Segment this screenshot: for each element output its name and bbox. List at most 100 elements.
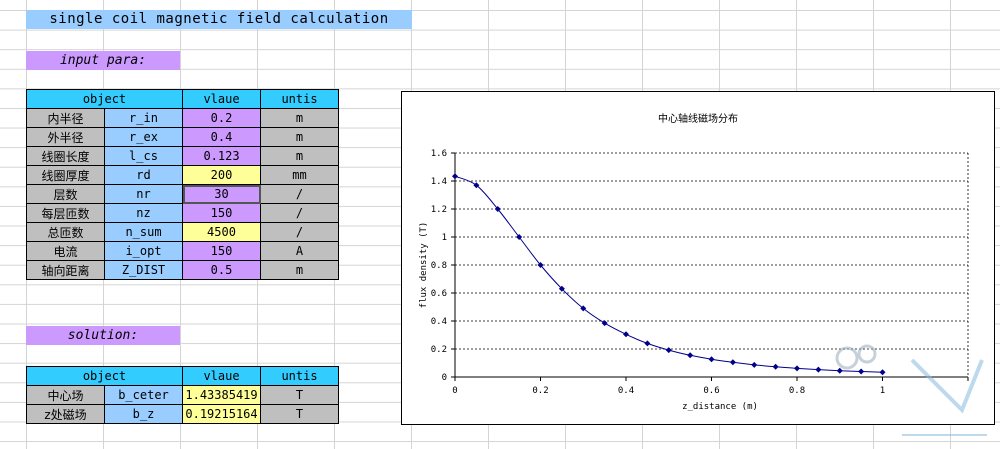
param-symbol-cell[interactable]: nz bbox=[104, 203, 183, 223]
series-points bbox=[452, 173, 886, 376]
input-row: 电流 i_opt 150 A bbox=[26, 241, 339, 261]
param-name-cell[interactable]: 电流 bbox=[26, 241, 105, 261]
data-point bbox=[729, 359, 736, 366]
solution-section-label[interactable]: solution: bbox=[26, 326, 180, 345]
input-row: 层数 nr 30/ bbox=[26, 184, 339, 204]
x-axis-label: z_distance (m) bbox=[682, 402, 758, 412]
param-value-cell[interactable]: 150 bbox=[182, 241, 261, 261]
chart-title: 中心轴线磁场分布 bbox=[658, 112, 738, 125]
data-point bbox=[494, 206, 501, 212]
param-unit-cell[interactable]: m bbox=[260, 108, 339, 128]
data-point bbox=[751, 361, 758, 368]
param-symbol-cell[interactable]: nr bbox=[104, 184, 183, 204]
param-unit-cell[interactable]: mm bbox=[260, 165, 339, 185]
x-tick-label: 0 bbox=[452, 386, 457, 396]
chart-gridlines bbox=[455, 152, 969, 377]
result-symbol-cell[interactable]: b_z bbox=[104, 404, 183, 424]
param-symbol-cell[interactable]: Z_DIST bbox=[104, 260, 183, 280]
result-name-cell[interactable]: 中心场 bbox=[26, 385, 105, 405]
data-point bbox=[708, 356, 715, 363]
param-name-cell[interactable]: 线圈长度 bbox=[26, 146, 105, 166]
header-units[interactable]: untis bbox=[260, 366, 339, 386]
sheet-title[interactable]: single coil magnetic field calculation bbox=[26, 10, 412, 29]
param-unit-cell[interactable]: m bbox=[260, 127, 339, 147]
param-name-cell[interactable]: 每层匝数 bbox=[26, 203, 105, 223]
x-tick-labels: 0 0.2 0.4 0.6 0.8 1 bbox=[452, 386, 885, 396]
data-point bbox=[836, 367, 843, 374]
param-name-cell[interactable]: 外半径 bbox=[26, 127, 105, 147]
param-unit-cell[interactable]: m bbox=[260, 146, 339, 166]
header-value[interactable]: vlaue bbox=[182, 366, 261, 386]
output-row: 中心场 b_ceter 1.43385419 T bbox=[26, 385, 339, 405]
series-line bbox=[454, 175, 883, 373]
param-unit-cell[interactable]: A bbox=[260, 241, 339, 261]
data-point bbox=[580, 305, 587, 312]
input-header-row: object vlaue untis bbox=[26, 89, 339, 109]
solution-table: object vlaue untis 中心场 b_ceter 1.43385419 T… bbox=[26, 366, 339, 424]
data-point bbox=[623, 331, 629, 338]
param-symbol-cell[interactable]: n_sum bbox=[104, 222, 183, 242]
input-rows: 内半径 r_in 0.2 m 外半径 r_ex 0.4 m 线圈长度 l_cs 0.123 m 线圈厚度… bbox=[26, 108, 339, 280]
data-point bbox=[665, 347, 672, 354]
param-symbol-cell[interactable]: r_ex bbox=[104, 127, 183, 147]
data-point bbox=[772, 363, 779, 370]
param-value-cell[interactable]: 0.5 bbox=[182, 260, 261, 280]
param-value-cell[interactable]: 4500 bbox=[182, 222, 261, 242]
result-unit-cell[interactable]: T bbox=[260, 404, 339, 424]
flux-chart[interactable]: 中心轴线磁场分布 0 0.2 0.4 0.6 0.8 1 1.2 1.4 1.6 0 0.2 0.4… bbox=[401, 91, 995, 425]
param-value-cell[interactable]: 200 bbox=[182, 165, 261, 185]
y-tick-label: 1.4 bbox=[431, 177, 447, 187]
param-symbol-cell[interactable]: l_cs bbox=[104, 146, 183, 166]
data-point bbox=[601, 320, 608, 327]
param-name-cell[interactable]: 轴向距离 bbox=[26, 260, 105, 280]
param-name-cell[interactable]: 内半径 bbox=[26, 108, 105, 128]
param-name-cell[interactable]: 线圈厚度 bbox=[26, 165, 105, 185]
y-tick-labels: 0 0.2 0.4 0.6 0.8 1 1.2 1.4 1.6 bbox=[431, 149, 447, 383]
input-row: 每层匝数 nz 150/ bbox=[26, 203, 339, 223]
param-name-cell[interactable]: 层数 bbox=[26, 184, 105, 204]
header-value[interactable]: vlaue bbox=[182, 89, 261, 109]
y-tick-label: 0.8 bbox=[431, 261, 447, 271]
param-unit-cell[interactable]: / bbox=[260, 184, 339, 204]
x-tick-label: 0.4 bbox=[618, 386, 634, 396]
y-axis-label: flux density (T) bbox=[419, 222, 429, 309]
param-unit-cell[interactable]: / bbox=[260, 222, 339, 242]
param-name-cell[interactable]: 总匝数 bbox=[26, 222, 105, 242]
param-value-cell[interactable]: 0.4 bbox=[182, 127, 261, 147]
result-unit-cell[interactable]: T bbox=[260, 385, 339, 405]
param-symbol-cell[interactable]: rd bbox=[104, 165, 183, 185]
x-tick-label: 0.8 bbox=[789, 386, 805, 396]
data-point bbox=[815, 366, 822, 373]
input-row: 内半径 r_in 0.2 m bbox=[26, 108, 339, 128]
y-tick-label: 0.6 bbox=[431, 289, 447, 299]
result-value-cell[interactable]: 0.19215164 bbox=[182, 404, 261, 424]
input-row: 线圈厚度 rd 200 mm bbox=[26, 165, 339, 185]
input-section-label[interactable]: input para: bbox=[26, 51, 180, 70]
param-unit-cell[interactable]: m bbox=[260, 260, 339, 280]
input-row: 线圈长度 l_cs 0.123 m bbox=[26, 146, 339, 166]
data-point bbox=[687, 352, 694, 359]
input-table: object vlaue untis 内半径 r_in 0.2 m 外半径 r_ex 0.4… bbox=[26, 89, 339, 280]
header-units[interactable]: untis bbox=[260, 89, 339, 109]
header-object[interactable]: object bbox=[26, 366, 183, 386]
data-point bbox=[858, 368, 865, 375]
input-row: 外半径 r_ex 0.4 m bbox=[26, 127, 339, 147]
param-symbol-cell[interactable]: i_opt bbox=[104, 241, 183, 261]
param-unit-cell[interactable]: / bbox=[260, 203, 339, 223]
param-value-cell[interactable]: 0.123 bbox=[182, 146, 261, 166]
param-value-cell[interactable]: 0.2 bbox=[182, 108, 261, 128]
y-tick-label: 0 bbox=[442, 373, 447, 383]
output-row: z处磁场 b_z 0.19215164 T bbox=[26, 404, 339, 424]
result-value-cell[interactable]: 1.43385419 bbox=[182, 385, 261, 405]
solution-header-row: object vlaue untis bbox=[26, 366, 339, 386]
result-name-cell[interactable]: z处磁场 bbox=[26, 404, 105, 424]
param-value-cell[interactable]: 30 bbox=[182, 184, 261, 204]
header-object[interactable]: object bbox=[26, 89, 183, 109]
param-symbol-cell[interactable]: r_in bbox=[104, 108, 183, 128]
y-tick-label: 0.4 bbox=[431, 317, 447, 327]
result-symbol-cell[interactable]: b_ceter bbox=[104, 385, 183, 405]
y-tick-label: 0.2 bbox=[431, 345, 447, 355]
input-row: 总匝数 n_sum 4500/ bbox=[26, 222, 339, 242]
param-value-cell[interactable]: 150 bbox=[182, 203, 261, 223]
